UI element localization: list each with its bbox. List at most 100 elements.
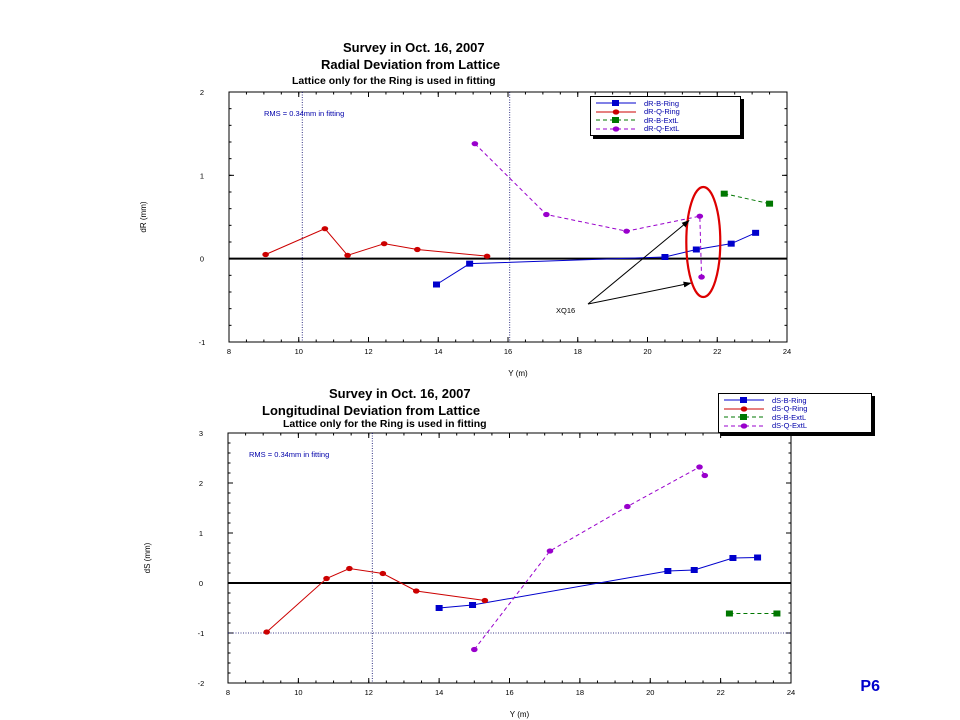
x-tick-label: 14 — [435, 688, 443, 697]
series-dR-Q-Ring — [262, 226, 491, 259]
legend-swatch — [596, 126, 636, 132]
data-point — [664, 568, 672, 574]
data-point — [701, 472, 709, 479]
data-point — [414, 246, 421, 253]
data-point — [692, 246, 700, 253]
data-point — [690, 567, 698, 573]
data-point — [469, 602, 477, 608]
legend-entry: dR-B-ExtL — [594, 116, 737, 125]
y-tick-label: 0 — [199, 579, 203, 588]
data-point — [623, 228, 630, 234]
chart2-note: Lattice only for the Ring is used in fit… — [283, 418, 487, 430]
chart1-subtitle: Radial Deviation from Lattice — [321, 57, 501, 72]
x-tick-label: 14 — [434, 347, 442, 356]
chart2-legend: dS-B-Ring dS-Q-Ring dS-B-ExtL dS-Q-ExtL — [718, 393, 872, 433]
y-tick-label: 2 — [199, 479, 203, 488]
x-tick-label: 8 — [226, 688, 230, 697]
legend-entry: dS-B-ExtL — [722, 413, 868, 422]
data-point — [624, 503, 631, 510]
data-point — [773, 610, 781, 617]
rms-text: RMS = 0.34mm in fitting — [264, 109, 344, 118]
data-point — [380, 241, 388, 247]
legend-label: dS-Q-Ring — [772, 404, 808, 414]
y-tick-label: 1 — [199, 529, 203, 538]
y-tick-label: 2 — [200, 88, 204, 97]
x-tick-label: 18 — [574, 347, 582, 356]
y-tick-label: -2 — [198, 679, 205, 688]
x-tick-label: 16 — [504, 347, 512, 356]
legend-label: dS-B-ExtL — [772, 412, 807, 422]
annotation-label: XQ16 — [556, 306, 575, 315]
series-line — [724, 193, 770, 205]
series-line — [265, 228, 488, 257]
data-point — [725, 610, 733, 617]
annotation-arrow — [587, 281, 692, 305]
data-point — [696, 464, 703, 470]
chart1-legend: dR-B-Ring dR-Q-Ring dR-B-ExtL dR-Q-ExtL — [590, 96, 741, 136]
y-tick-label: -1 — [198, 629, 205, 638]
annotation-arrow — [587, 220, 690, 305]
series-dS-Q-ExtL — [471, 464, 709, 653]
legend-swatch — [596, 100, 636, 107]
data-point — [543, 211, 550, 218]
legend-swatch — [596, 109, 636, 115]
data-point — [471, 646, 478, 653]
data-point — [696, 213, 704, 219]
y-tick-label: 0 — [200, 255, 204, 264]
series-dR-Q-ExtL — [471, 141, 705, 280]
legend-entry: dS-Q-Ring — [722, 404, 868, 414]
page-number-label: P6 — [860, 678, 880, 695]
x-axis-label: Y (m) — [508, 369, 528, 378]
data-point — [344, 252, 351, 258]
series-dS-Q-Ring — [263, 565, 489, 635]
data-point — [754, 554, 762, 561]
legend-swatch — [724, 414, 764, 421]
data-point — [346, 565, 353, 572]
legend-entry: dR-Q-Ring — [594, 107, 737, 117]
series-line — [439, 557, 758, 609]
data-point — [433, 281, 441, 288]
chart2-title: Survey in Oct. 16, 2007 — [329, 386, 471, 401]
data-point — [752, 229, 760, 236]
legend-label: dR-B-Ring — [644, 98, 680, 108]
rms-text: RMS = 0.34mm in fitting — [249, 450, 329, 459]
chart1-note: Lattice only for the Ring is used in fit… — [292, 75, 496, 87]
highlight-ellipse — [685, 185, 722, 299]
legend-label: dR-Q-Ring — [644, 107, 680, 117]
legend-label: dS-Q-ExtL — [772, 421, 808, 431]
data-point — [466, 260, 474, 267]
y-tick-label: -1 — [199, 338, 206, 347]
data-point — [483, 253, 491, 259]
y-tick-label: 1 — [200, 171, 204, 180]
chart2-subtitle: Longitudinal Deviation from Lattice — [262, 403, 481, 418]
x-tick-label: 8 — [227, 347, 231, 356]
x-tick-label: 20 — [646, 688, 654, 697]
data-point — [471, 141, 479, 147]
legend-entry: dS-B-Ring — [722, 396, 868, 405]
series-line — [266, 567, 485, 633]
data-point — [766, 200, 774, 207]
y-axis-label: dS (mm) — [143, 542, 152, 573]
x-tick-label: 10 — [295, 347, 303, 356]
y-axis-label: dR (mm) — [139, 201, 148, 232]
data-point — [698, 274, 705, 280]
x-tick-label: 12 — [365, 688, 373, 697]
legend-label: dR-Q-ExtL — [644, 124, 680, 134]
x-tick-label: 12 — [364, 347, 372, 356]
legend-swatch — [724, 406, 764, 412]
data-point — [412, 588, 420, 594]
x-tick-label: 16 — [505, 688, 513, 697]
legend-swatch — [596, 117, 636, 124]
legend-swatch — [724, 397, 764, 404]
x-tick-label: 24 — [783, 347, 791, 356]
series-dS-B-ExtL — [725, 610, 781, 617]
data-point — [323, 575, 330, 582]
legend-entry: dR-Q-ExtL — [594, 124, 737, 134]
data-point — [546, 548, 554, 554]
data-point — [729, 555, 737, 561]
x-tick-label: 18 — [576, 688, 584, 697]
data-point — [262, 251, 269, 258]
data-point — [435, 605, 443, 611]
